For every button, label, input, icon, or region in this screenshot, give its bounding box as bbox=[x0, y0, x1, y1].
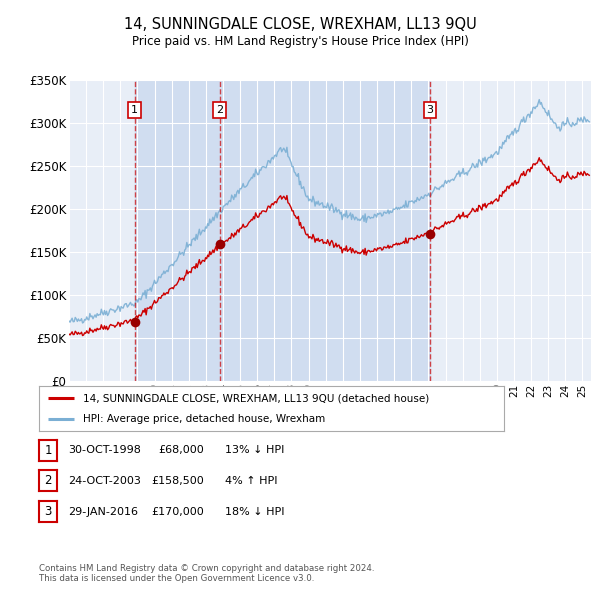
Text: 14, SUNNINGDALE CLOSE, WREXHAM, LL13 9QU (detached house): 14, SUNNINGDALE CLOSE, WREXHAM, LL13 9QU… bbox=[83, 394, 430, 404]
Text: 3: 3 bbox=[44, 505, 52, 518]
Text: 1: 1 bbox=[44, 444, 52, 457]
Text: £68,000: £68,000 bbox=[158, 445, 204, 455]
Text: Price paid vs. HM Land Registry's House Price Index (HPI): Price paid vs. HM Land Registry's House … bbox=[131, 35, 469, 48]
Text: 29-JAN-2016: 29-JAN-2016 bbox=[68, 507, 138, 516]
Bar bbox=[134, 80, 220, 381]
Text: 1: 1 bbox=[131, 105, 138, 114]
Text: £158,500: £158,500 bbox=[151, 476, 204, 486]
Text: Contains HM Land Registry data © Crown copyright and database right 2024.
This d: Contains HM Land Registry data © Crown c… bbox=[39, 563, 374, 583]
Text: 30-OCT-1998: 30-OCT-1998 bbox=[68, 445, 140, 455]
Text: 3: 3 bbox=[426, 105, 433, 114]
Text: 2: 2 bbox=[44, 474, 52, 487]
Text: 24-OCT-2003: 24-OCT-2003 bbox=[68, 476, 140, 486]
Text: 2: 2 bbox=[216, 105, 223, 114]
Bar bbox=[220, 80, 430, 381]
Text: 18% ↓ HPI: 18% ↓ HPI bbox=[225, 507, 284, 516]
Text: 14, SUNNINGDALE CLOSE, WREXHAM, LL13 9QU: 14, SUNNINGDALE CLOSE, WREXHAM, LL13 9QU bbox=[124, 17, 476, 31]
Text: 13% ↓ HPI: 13% ↓ HPI bbox=[225, 445, 284, 455]
Text: HPI: Average price, detached house, Wrexham: HPI: Average price, detached house, Wrex… bbox=[83, 414, 325, 424]
Text: 4% ↑ HPI: 4% ↑ HPI bbox=[225, 476, 277, 486]
Text: £170,000: £170,000 bbox=[151, 507, 204, 516]
